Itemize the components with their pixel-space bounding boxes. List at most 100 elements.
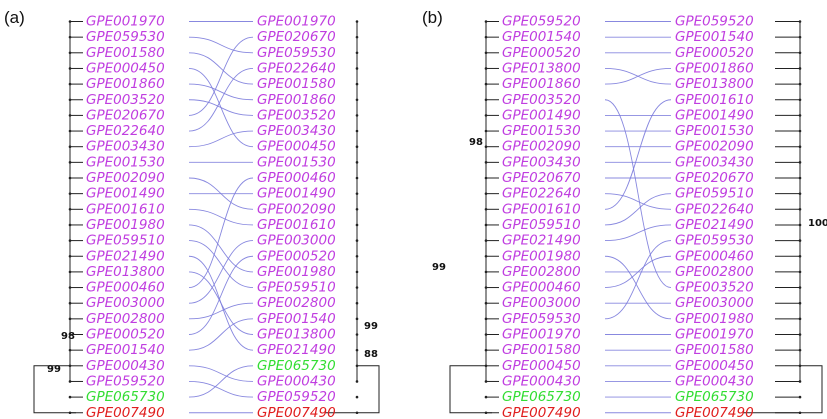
tangle-connector bbox=[188, 240, 254, 304]
left-node-dot bbox=[68, 67, 72, 70]
right-node-dot bbox=[355, 208, 359, 211]
right-node-dot bbox=[798, 301, 802, 305]
left-taxon-label: GPE001580 bbox=[86, 45, 165, 61]
left-taxon-label: GPE013800 bbox=[502, 60, 581, 76]
left-taxon-label: GPE001540 bbox=[502, 29, 581, 45]
right-node-dot bbox=[355, 411, 359, 415]
right-node-dot bbox=[355, 395, 359, 399]
left-taxon-label: GPE022640 bbox=[502, 186, 581, 202]
tangle-connector bbox=[604, 255, 672, 320]
left-node-dot bbox=[68, 348, 72, 352]
left-taxon-label: GPE001490 bbox=[86, 186, 165, 202]
left-node-dot bbox=[484, 20, 488, 23]
right-node-dot bbox=[355, 51, 359, 55]
left-taxon-label: GPE001970 bbox=[502, 327, 581, 343]
right-taxon-label: GPE022640 bbox=[257, 60, 336, 76]
right-node-dot bbox=[798, 254, 802, 258]
right-node-dot bbox=[798, 317, 802, 321]
right-node-dot bbox=[798, 51, 802, 55]
bootstrap-a-right-upper: 99 bbox=[364, 321, 378, 332]
right-node-dot bbox=[798, 145, 802, 148]
left-taxon-label: GPE000450 bbox=[502, 358, 581, 374]
left-taxon-label: GPE000460 bbox=[502, 280, 581, 296]
right-node-dot bbox=[355, 145, 359, 148]
left-taxon-label: GPE059530 bbox=[502, 311, 581, 327]
right-taxon-label: GPE000430 bbox=[257, 373, 336, 389]
tangle-connector bbox=[188, 177, 254, 288]
tangle-connector bbox=[188, 130, 254, 148]
left-node-dot bbox=[68, 208, 72, 211]
right-taxon-label: GPE001610 bbox=[257, 217, 336, 233]
right-taxon-label: GPE001860 bbox=[257, 92, 336, 108]
panel-label-a: (a) bbox=[4, 8, 25, 27]
left-taxon-label: GPE001610 bbox=[86, 201, 165, 217]
tangle-connector bbox=[604, 193, 672, 226]
tangle-connector bbox=[188, 255, 254, 335]
right-taxon-label: GPE059510 bbox=[257, 280, 336, 296]
right-taxon-label: GPE001860 bbox=[675, 60, 754, 76]
left-taxon-label: GPE000450 bbox=[86, 60, 165, 76]
left-taxon-label: GPE001860 bbox=[502, 76, 581, 92]
left-node-dot bbox=[484, 35, 488, 39]
right-taxon-label: GPE000520 bbox=[257, 248, 336, 264]
left-node-dot bbox=[68, 317, 72, 321]
bootstrap-a-left-upper: 98 bbox=[61, 331, 75, 342]
left-taxon-label: GPE007490 bbox=[86, 405, 165, 419]
right-node-dot bbox=[355, 114, 359, 117]
tangle-connector bbox=[188, 68, 254, 132]
right-taxon-label: GPE013800 bbox=[675, 76, 754, 92]
left-taxon-label: GPE065730 bbox=[86, 389, 165, 405]
right-node-dot bbox=[355, 67, 359, 70]
left-taxon-label: GPE059530 bbox=[86, 29, 165, 45]
right-taxon-label: GPE001580 bbox=[257, 76, 336, 92]
left-node-dot bbox=[68, 161, 72, 164]
right-node-dot bbox=[798, 176, 802, 180]
left-taxon-label: GPE020670 bbox=[502, 170, 581, 186]
left-taxon-label: GPE001970 bbox=[86, 14, 165, 30]
left-node-dot bbox=[484, 286, 488, 289]
right-node-dot bbox=[355, 129, 359, 133]
tangle-connector bbox=[188, 99, 254, 116]
right-taxon-label: GPE013800 bbox=[257, 327, 336, 343]
left-taxon-label: GPE003000 bbox=[86, 295, 165, 311]
left-taxon-label: GPE022640 bbox=[86, 123, 165, 139]
right-taxon-label: GPE059520 bbox=[257, 389, 336, 405]
left-node-dot bbox=[484, 364, 488, 368]
left-taxon-label: GPE020670 bbox=[86, 107, 165, 123]
panels-layer: GPE001970GPE059530GPE001580GPE000450GPE0… bbox=[33, 14, 823, 419]
tangle-connector bbox=[188, 365, 254, 382]
left-node-dot bbox=[484, 161, 488, 164]
left-taxon-label: GPE065730 bbox=[502, 389, 581, 405]
right-node-dot bbox=[798, 208, 802, 211]
tangle-connector bbox=[188, 224, 254, 273]
left-taxon-label: GPE003520 bbox=[86, 92, 165, 108]
left-node-dot bbox=[484, 270, 488, 274]
bootstrap-a-right-lower: 88 bbox=[364, 349, 378, 360]
right-node-dot bbox=[798, 98, 802, 102]
right-node-dot bbox=[355, 192, 359, 195]
tangle-connector bbox=[188, 271, 254, 335]
right-node-dot bbox=[355, 286, 359, 289]
right-taxon-label: GPE059520 bbox=[675, 14, 754, 30]
right-taxon-label: GPE020670 bbox=[257, 29, 336, 45]
right-node-dot bbox=[355, 301, 359, 305]
tangle-connector bbox=[604, 193, 672, 210]
left-node-dot bbox=[484, 254, 488, 258]
left-node-dot bbox=[68, 395, 72, 399]
left-node-dot bbox=[484, 129, 488, 133]
left-node-dot bbox=[484, 67, 488, 70]
left-outgroup-branch bbox=[33, 365, 76, 414]
left-node-dot bbox=[484, 348, 488, 352]
left-node-dot bbox=[68, 333, 72, 336]
left-taxon-label: GPE003430 bbox=[502, 154, 581, 170]
right-taxon-label: GPE002090 bbox=[257, 201, 336, 217]
right-node-dot bbox=[798, 129, 802, 133]
right-taxon-label: GPE020670 bbox=[675, 170, 754, 186]
right-node-dot bbox=[798, 114, 802, 117]
tangle-connector bbox=[188, 83, 254, 101]
left-taxon-label: GPE003430 bbox=[86, 139, 165, 155]
right-taxon-label: GPE001530 bbox=[257, 154, 336, 170]
right-node-dot bbox=[355, 98, 359, 102]
left-node-dot bbox=[484, 192, 488, 195]
